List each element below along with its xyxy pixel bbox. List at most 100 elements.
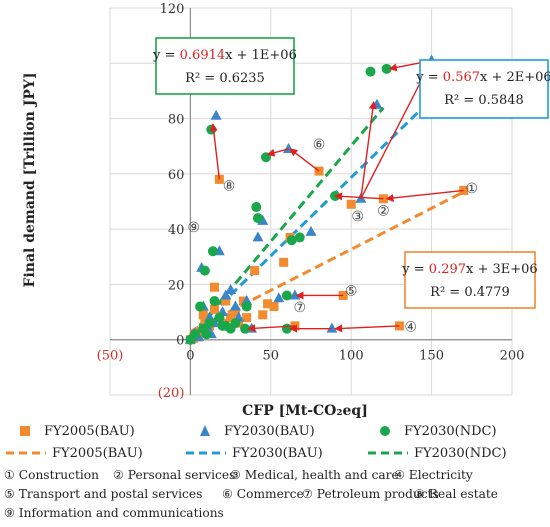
point-fy2005-bau	[221, 296, 231, 306]
equation-text: y = 0.567x + 2E+06	[415, 70, 550, 85]
point-fy2030-ndc	[251, 202, 262, 213]
y-tick-label: (20)	[158, 386, 185, 401]
sector-number: ①	[466, 181, 479, 197]
point-fy2005-bau	[263, 299, 273, 309]
equation-coefficient: 0.567	[443, 70, 480, 85]
y-tick-label: 120	[160, 2, 185, 17]
point-fy2005-bau	[200, 315, 210, 325]
sector-legend-item: ② Personal services	[113, 468, 235, 482]
equation-box: y = 0.297x + 3E+06 R² = 0.4779	[401, 251, 538, 309]
point-fy2030-ndc	[206, 124, 217, 135]
sector-legend-item: ③ Medical, health and care	[230, 468, 399, 482]
point-fy2030-ndc	[209, 296, 220, 307]
equation-coefficient: 0.297	[429, 262, 466, 277]
point-fy2005-bau	[250, 266, 260, 276]
point-fy2005-bau	[258, 310, 268, 320]
legend: FY2005(BAU) FY2030(BAU) FY2030(NDC) FY2005(…	[6, 424, 507, 461]
equation-box-frame	[404, 251, 536, 309]
equation-prefix: y =	[152, 48, 180, 63]
legend-marker-triangle	[200, 425, 210, 436]
point-fy2030-bau	[225, 283, 237, 294]
sector-number: ⑦	[293, 300, 306, 316]
legend-label: FY2030(BAU)	[224, 424, 315, 439]
sector-legend-item: ⑤ Transport and postal services	[4, 487, 202, 501]
sector-legend-item: ⑥ Commerce	[222, 487, 304, 501]
equation-box: y = 0.567x + 2E+06 R² = 0.5848	[415, 59, 550, 119]
legend-label: FY2030(NDC)	[414, 446, 507, 461]
y-tick-label: 0	[176, 334, 184, 349]
arrow	[334, 324, 400, 333]
point-fy2030-ndc	[185, 334, 196, 345]
point-fy2030-ndc	[241, 301, 252, 312]
legend-marker-circle	[380, 426, 390, 436]
legend-label: FY2005(BAU)	[52, 446, 143, 461]
trendline	[189, 190, 465, 333]
point-fy2030-bau	[229, 300, 241, 311]
data-points	[184, 54, 469, 345]
legend-label: FY2030(NDC)	[404, 424, 497, 439]
y-tick-label: 20	[168, 278, 185, 293]
sector-markers: ① ②③ ④ ⑤ ⑥ ⑦ ⑧ ⑨	[187, 137, 478, 335]
x-tick-label: 150	[419, 349, 444, 364]
point-fy2030-bau	[273, 292, 285, 303]
x-tick-label: 200	[500, 349, 525, 364]
point-fy2030-bau	[252, 231, 264, 242]
sector-number: ⑨	[187, 220, 200, 236]
equation-box: y = 0.6914x + 1E+06 R² = 0.6235	[152, 37, 297, 95]
equation-box-frame	[419, 59, 549, 119]
point-fy2005-bau	[210, 304, 220, 314]
sector-number: ④	[404, 319, 417, 335]
point-fy2030-ndc	[217, 320, 228, 331]
y-tick-label: 40	[168, 223, 185, 238]
arrow	[360, 100, 377, 199]
arrow	[209, 123, 221, 180]
point-fy2005-bau	[269, 302, 279, 312]
legend-label: FY2005(BAU)	[44, 424, 135, 439]
x-tick-label: 100	[339, 349, 364, 364]
sector-legend-item: ⑧ Real estate	[414, 487, 498, 501]
point-fy2005-bau	[279, 257, 289, 267]
sector-number: ③	[351, 209, 364, 225]
equation-suffix: x + 1E+06	[225, 48, 297, 63]
x-tick-label: 50	[263, 349, 280, 364]
arrow	[247, 324, 295, 333]
sector-number: ⑥	[313, 137, 326, 153]
sector-number: ⑧	[223, 178, 236, 194]
arrow	[289, 148, 320, 172]
sector-legend-item: ⑦ Petroleum products	[302, 487, 439, 501]
sector-legend-item: ① Construction	[4, 468, 99, 482]
point-fy2005-bau	[210, 282, 220, 292]
y-tick-label: 60	[168, 168, 185, 183]
r-squared-text: R² = 0.4779	[430, 285, 510, 300]
point-fy2030-ndc	[365, 66, 376, 77]
point-fy2005-bau	[242, 313, 252, 323]
r-squared-text: R² = 0.6235	[185, 71, 265, 86]
sector-legend-item: ④ Electricity	[394, 468, 473, 482]
point-fy2030-ndc	[294, 232, 305, 243]
point-fy2005-bau	[230, 307, 240, 317]
x-tick-label: 0	[186, 349, 194, 364]
sector-number: ②	[377, 203, 390, 219]
point-fy2030-ndc	[198, 323, 209, 334]
equation-prefix: y =	[415, 70, 443, 85]
point-fy2030-ndc	[214, 312, 225, 323]
point-fy2030-bau	[210, 109, 222, 120]
point-fy2030-ndc	[199, 265, 210, 276]
arrow	[385, 189, 464, 202]
point-fy2030-ndc	[195, 301, 206, 312]
equation-suffix: x + 3E+06	[466, 262, 538, 277]
arrow	[266, 148, 289, 157]
arrow	[334, 192, 384, 201]
equation-text: y = 0.297x + 3E+06	[401, 262, 537, 277]
x-tick-label: (50)	[97, 349, 124, 364]
equation-coefficient: 0.6914	[180, 48, 226, 63]
point-fy2030-ndc	[286, 235, 297, 246]
point-fy2030-ndc	[207, 246, 218, 257]
sector-legend-item: ⑨ Information and communications	[4, 506, 224, 520]
point-fy2005-bau	[346, 199, 356, 209]
r-squared-text: R² = 0.5848	[444, 93, 524, 108]
point-fy2030-ndc	[281, 290, 292, 301]
